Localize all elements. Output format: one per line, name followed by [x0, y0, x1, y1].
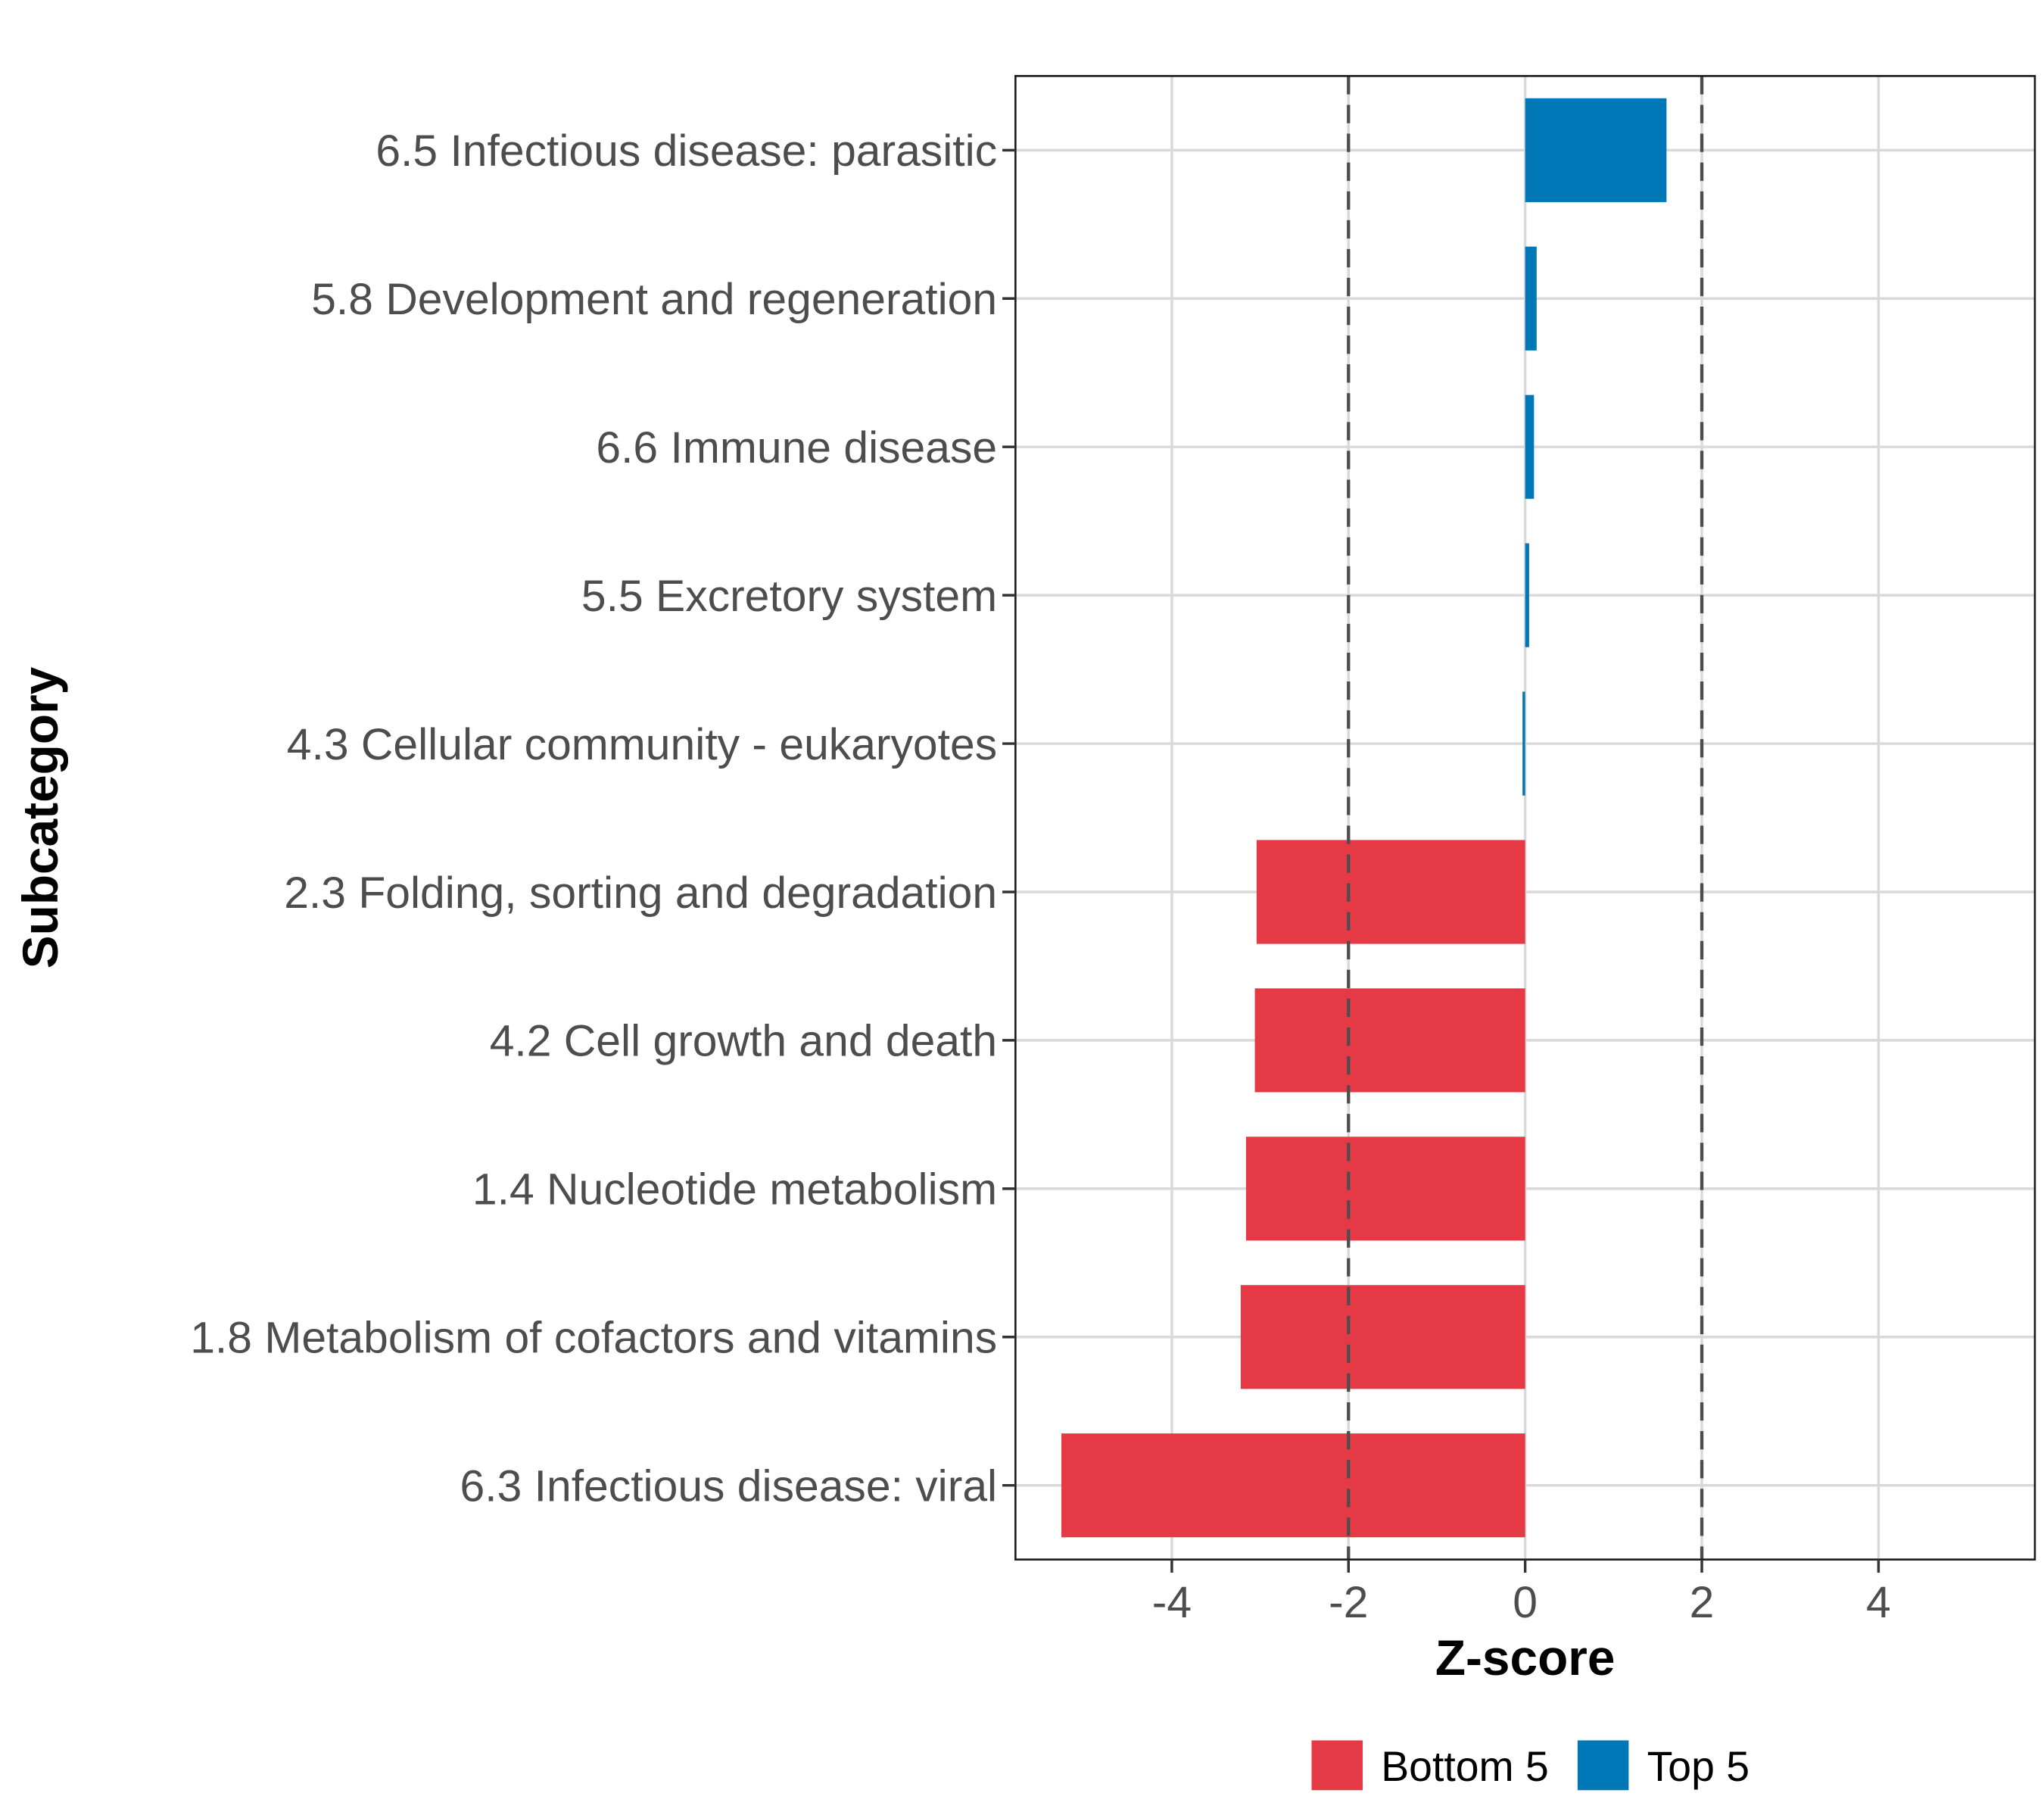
legend-label: Bottom 5: [1381, 1743, 1549, 1790]
x-tick-label: 0: [1513, 1578, 1538, 1627]
legend: Bottom 5 Top 5: [1311, 1740, 1750, 1791]
y-tick-label: 6.5 Infectious disease: parasitic: [375, 126, 997, 176]
legend-swatch: [1311, 1740, 1363, 1791]
x-tick-label: 2: [1690, 1578, 1715, 1627]
x-tick-label: 4: [1866, 1578, 1891, 1627]
y-axis-title: Subcategory: [12, 666, 68, 968]
x-axis-title: Z-score: [1435, 1629, 1616, 1685]
y-tick-label: 5.8 Development and regeneration: [311, 275, 997, 324]
bar: [1061, 1433, 1525, 1538]
y-tick-label: 2.3 Folding, sorting and degradation: [284, 868, 997, 918]
y-tick-label: 6.3 Infectious disease: viral: [460, 1461, 998, 1511]
x-tick-label: -4: [1152, 1578, 1192, 1627]
bar: [1256, 840, 1525, 944]
x-tick-label: -2: [1329, 1578, 1368, 1627]
y-tick-label: 5.5 Excretory system: [581, 572, 997, 621]
y-tick-label: 4.2 Cell growth and death: [490, 1017, 997, 1066]
bars: [1061, 98, 1667, 1538]
bar: [1522, 691, 1525, 796]
x-axis: -4 -2 0 2 4: [1152, 1559, 1891, 1627]
y-tick-label: 4.3 Cellular community - eukaryotes: [287, 720, 997, 769]
bar: [1245, 1137, 1525, 1241]
bar: [1525, 543, 1529, 647]
reference-lines: [1347, 76, 1704, 1560]
bar: [1525, 246, 1537, 351]
bar: [1240, 1285, 1525, 1389]
bar: [1254, 988, 1525, 1093]
bar: [1525, 394, 1535, 499]
y-tick-label: 6.6 Immune disease: [596, 423, 997, 472]
legend-swatch: [1577, 1740, 1629, 1791]
bar: [1525, 98, 1667, 202]
y-tick-label: 1.4 Nucleotide metabolism: [472, 1165, 997, 1215]
y-axis: 6.5 Infectious disease: parasitic 5.8 Dev…: [190, 126, 1016, 1511]
y-tick-label: 1.8 Metabolism of cofactors and vitamins: [190, 1314, 997, 1363]
legend-label: Top 5: [1647, 1743, 1750, 1790]
